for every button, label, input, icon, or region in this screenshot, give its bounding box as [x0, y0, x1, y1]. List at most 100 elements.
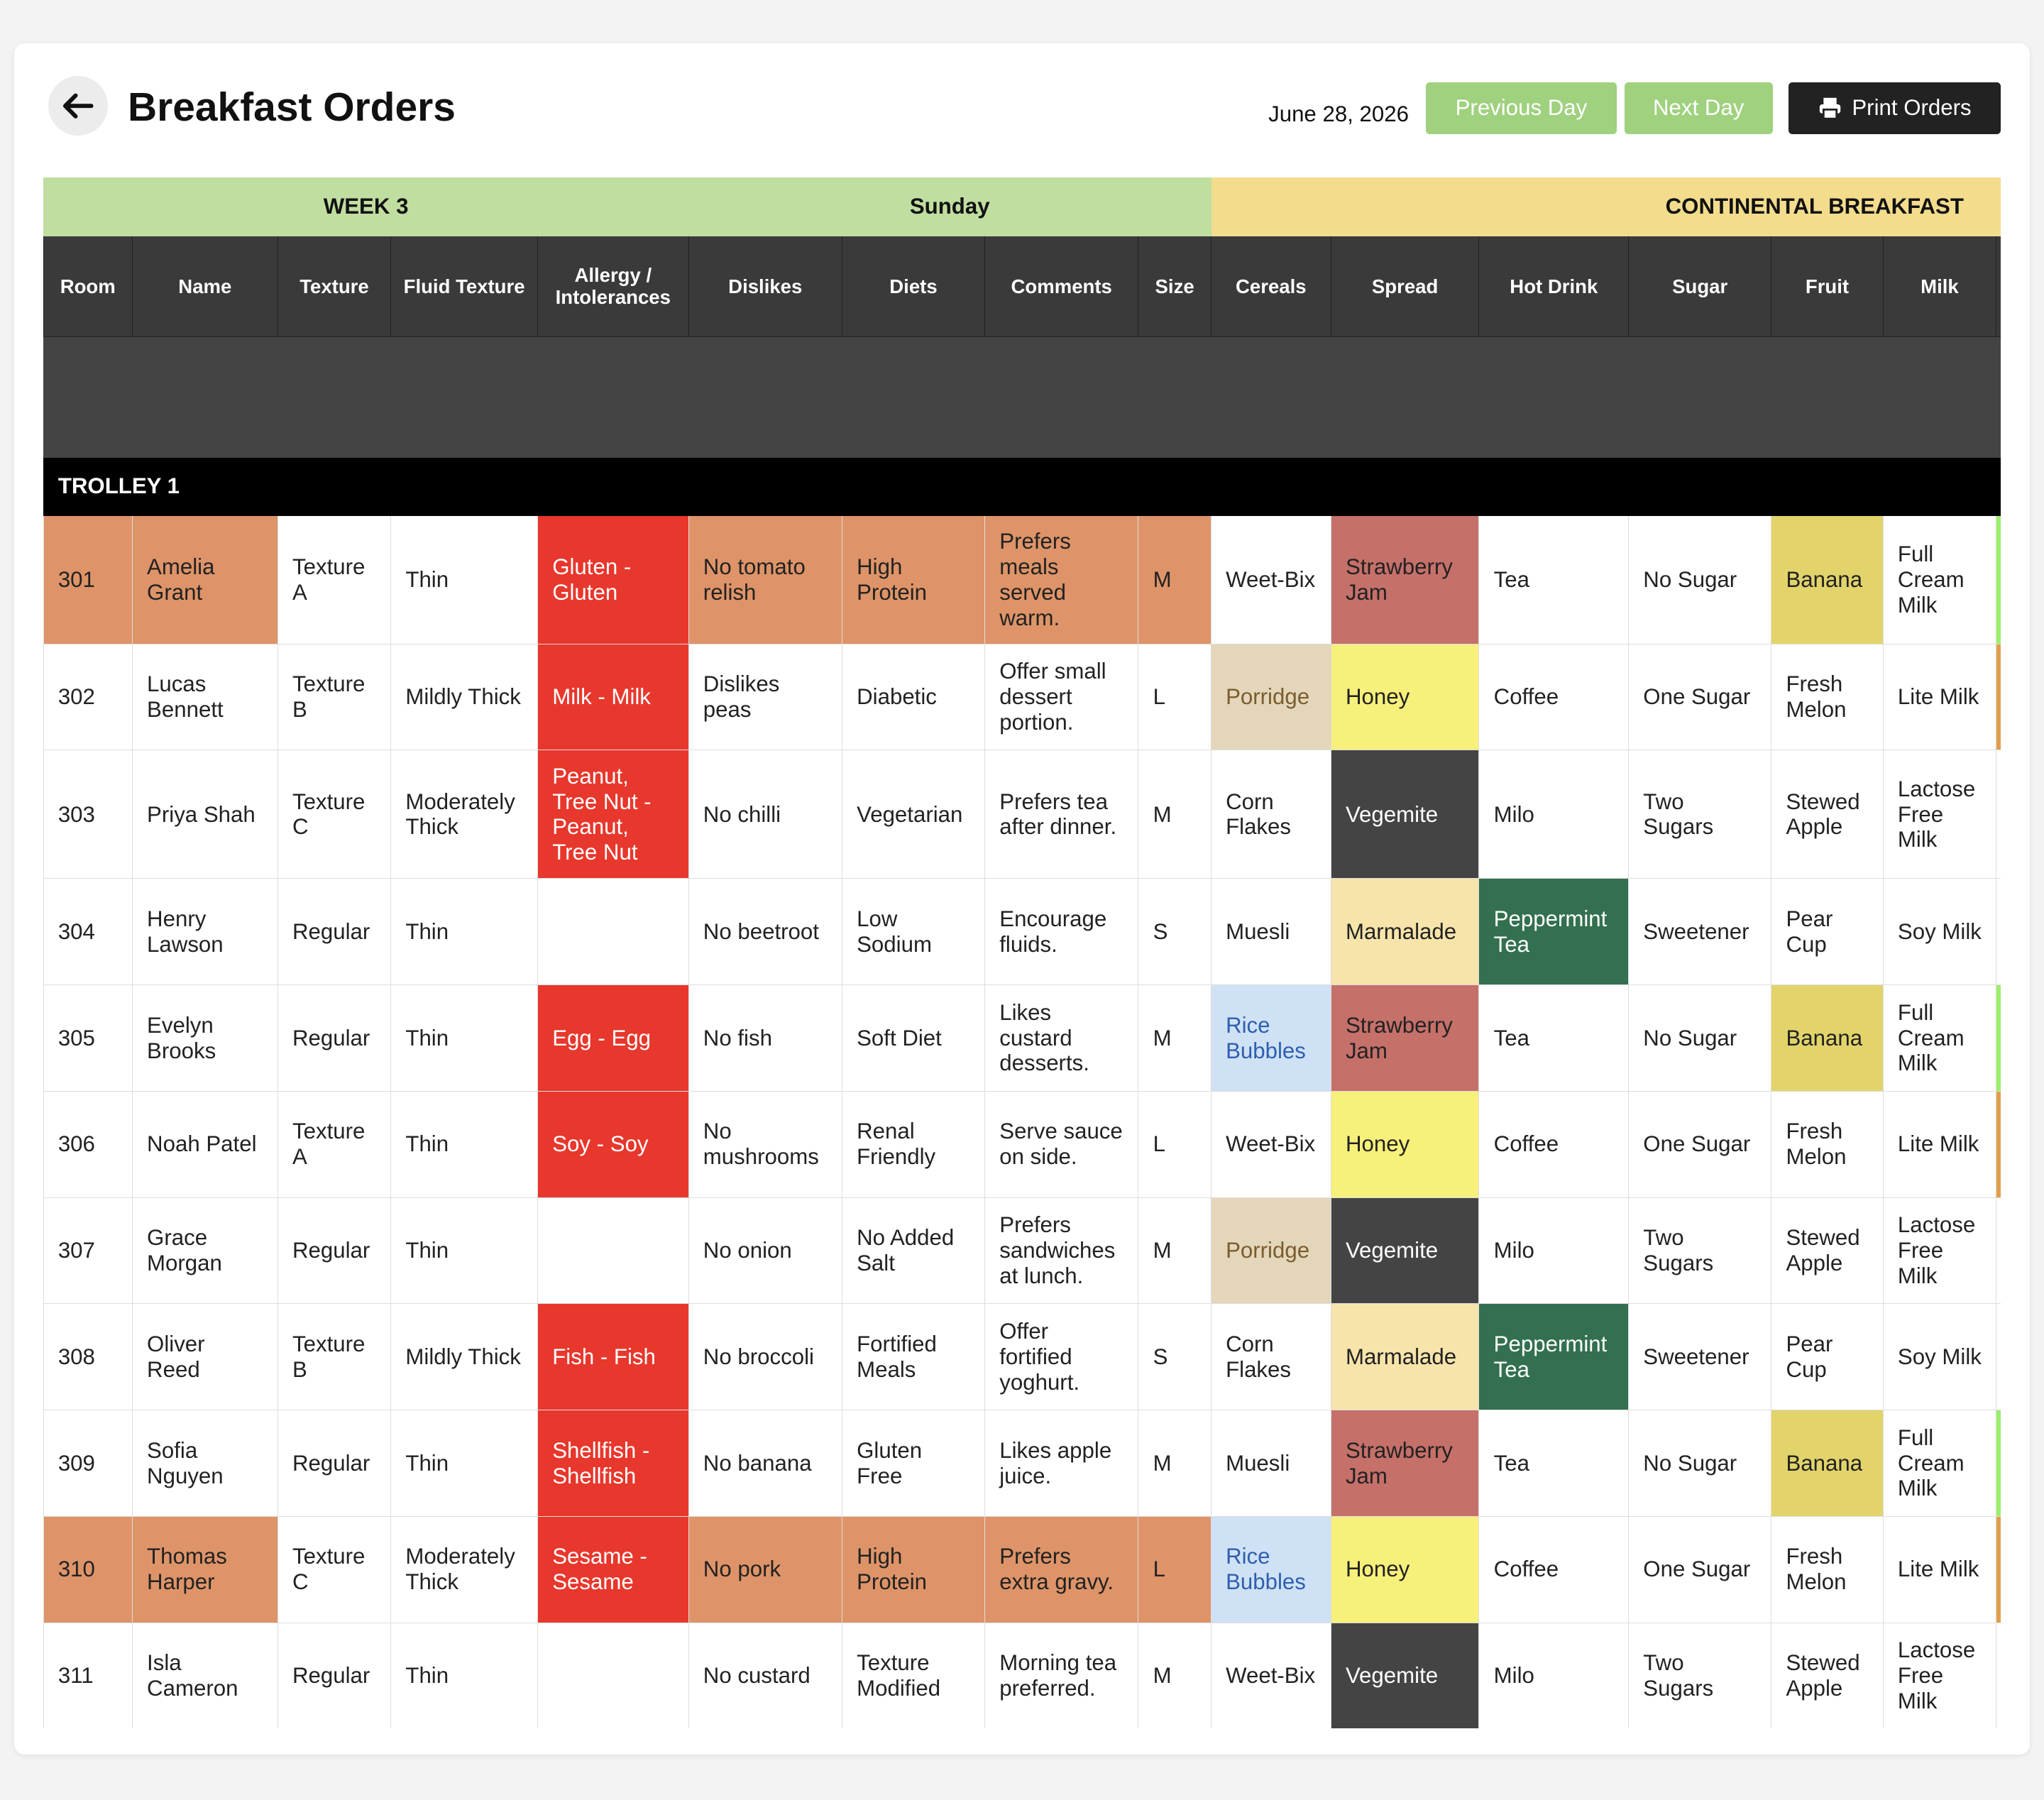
order-cell: Regular — [277, 984, 392, 1092]
order-cell: Regular — [277, 1197, 392, 1305]
order-cell: Orange Juice — [1996, 1515, 2001, 1623]
order-cell: Full Cream Milk — [1882, 984, 1997, 1092]
order-cell: No onion — [688, 1197, 842, 1305]
order-cell: Stewed Apple — [1771, 750, 1884, 879]
order-cell: Cranberry Juice — [1996, 1197, 2001, 1305]
order-cell: Serve sauce on side. — [984, 1090, 1139, 1198]
order-cell: Iced Water — [1996, 878, 2001, 986]
order-cell: Peanut, Tree Nut - Peanut, Tree Nut — [537, 750, 689, 879]
column-header: Room — [43, 235, 133, 337]
order-cell: Diabetic — [841, 643, 986, 751]
order-cell: Full Cream Milk — [1882, 1410, 1997, 1517]
order-row: 309 Sofia Nguyen Regular Thin Shellfish - Sh… — [43, 1410, 2001, 1517]
order-cell: No fish — [688, 984, 842, 1092]
order-cell: Low Sodium — [841, 878, 986, 986]
order-cell: Thin — [390, 515, 538, 644]
orders-table-wrap: WEEK 3 Sunday CONTINENTAL BREAKFAST Room Nam… — [43, 177, 2001, 1729]
order-cell: Banana — [1771, 1410, 1884, 1517]
order-cell: Marmalade — [1330, 878, 1480, 986]
previous-day-button[interactable]: Previous Day — [1426, 82, 1617, 135]
order-row: 303 Priya Shah Texture C Moderately Thick Pe… — [43, 750, 2001, 879]
order-row: 305 Evelyn Brooks Regular Thin Egg - Egg No f… — [43, 984, 2001, 1092]
order-cell: No beetroot — [688, 878, 842, 986]
order-cell: M — [1138, 515, 1211, 644]
order-cell: Porridge — [1210, 1197, 1331, 1305]
order-cell: S — [1138, 1303, 1211, 1411]
order-cell: Milo — [1478, 1622, 1630, 1729]
order-cell: 303 — [43, 750, 133, 879]
order-cell: Lite Milk — [1882, 643, 1997, 751]
order-cell: Likes custard desserts. — [984, 984, 1139, 1092]
column-header: Dislikes — [688, 235, 842, 337]
order-cell: Offer fortified yoghurt. — [984, 1303, 1139, 1411]
section-row: TROLLEY 1 — [43, 456, 2001, 516]
order-cell: Encourage fluids. — [984, 878, 1139, 986]
order-cell: No broccoli — [688, 1303, 842, 1411]
order-cell: No pork — [688, 1515, 842, 1623]
order-cell: One Sugar — [1628, 643, 1772, 751]
order-cell: Henry Lawson — [131, 878, 278, 986]
order-cell: Thin — [390, 1090, 538, 1198]
group-header: Sunday — [688, 177, 1211, 236]
order-cell: Fortified Meals — [841, 1303, 986, 1411]
back-button[interactable] — [48, 75, 109, 136]
order-cell: Weet-Bix — [1210, 1622, 1331, 1729]
order-cell: Isla Cameron — [131, 1622, 278, 1729]
filter-row — [43, 336, 2001, 458]
print-orders-button[interactable]: Print Orders — [1788, 82, 2001, 135]
order-cell: Vegemite — [1330, 1197, 1480, 1305]
order-cell: M — [1138, 750, 1211, 879]
order-cell: 308 — [43, 1303, 133, 1411]
order-cell: Fresh Melon — [1771, 643, 1884, 751]
order-cell: Gluten Free — [841, 1410, 986, 1517]
order-row: 301 Amelia Grant Texture A Thin Gluten - Glu… — [43, 515, 2001, 644]
column-header: Size — [1138, 235, 1211, 337]
order-cell: Renal Friendly — [841, 1090, 986, 1198]
order-cell: Soy - Soy — [537, 1090, 689, 1198]
column-header: Diets — [841, 235, 986, 337]
order-cell: Strawberry Jam — [1330, 515, 1480, 644]
order-cell: Corn Flakes — [1210, 750, 1331, 879]
order-cell: Sesame - Sesame — [537, 1515, 689, 1623]
order-cell: Two Sugars — [1628, 1622, 1772, 1729]
order-cell: No chilli — [688, 750, 842, 879]
order-cell: Vegemite — [1330, 750, 1480, 879]
order-cell: No Added Salt — [841, 1197, 986, 1305]
order-cell: Milo — [1478, 1197, 1630, 1305]
next-day-button[interactable]: Next Day — [1624, 82, 1773, 135]
order-cell: Honey — [1330, 1090, 1480, 1198]
order-cell: No custard — [688, 1622, 842, 1729]
order-cell — [537, 1197, 689, 1305]
order-cell: High Protein — [841, 1515, 986, 1623]
order-cell: High Protein — [841, 515, 986, 644]
order-cell: 304 — [43, 878, 133, 986]
order-cell: M — [1138, 1622, 1211, 1729]
order-cell: Tea — [1478, 1410, 1630, 1517]
order-cell: Muesli — [1210, 1410, 1331, 1517]
order-cell: Apple Juice — [1996, 1410, 2001, 1517]
order-cell: Prefers meals served warm. — [984, 515, 1139, 644]
order-cell: Egg - Egg — [537, 984, 689, 1092]
order-cell: Mildly Thick — [390, 643, 538, 751]
order-cell: Prefers sandwiches at lunch. — [984, 1197, 1139, 1305]
print-orders-label: Print Orders — [1852, 95, 1972, 121]
order-cell: M — [1138, 984, 1211, 1092]
order-cell: Coffee — [1478, 643, 1630, 751]
order-cell: Offer small dessert portion. — [984, 643, 1139, 751]
order-cell: Moderately Thick — [390, 1515, 538, 1623]
order-cell: Milk - Milk — [537, 643, 689, 751]
order-cell: Soft Diet — [841, 984, 986, 1092]
group-header: WEEK 3 — [43, 177, 689, 236]
order-cell: 305 — [43, 984, 133, 1092]
order-cell: Vegetarian — [841, 750, 986, 879]
order-cell: 301 — [43, 515, 133, 644]
order-cell: Thin — [390, 878, 538, 986]
order-cell: Texture C — [277, 1515, 392, 1623]
column-header: Sugar — [1628, 235, 1772, 337]
order-cell: Amelia Grant — [131, 515, 278, 644]
column-header: Spread — [1330, 235, 1480, 337]
order-cell: M — [1138, 1410, 1211, 1517]
order-cell: Rice Bubbles — [1210, 984, 1331, 1092]
group-header: CONTINENTAL BREAKFAST — [1210, 177, 2001, 236]
column-header: Fruit — [1771, 235, 1884, 337]
